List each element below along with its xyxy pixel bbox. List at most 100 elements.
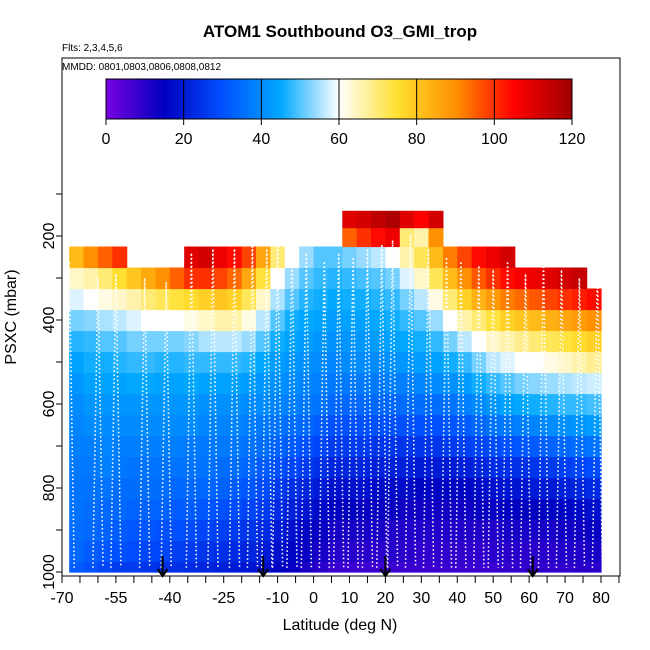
heatmap-cell bbox=[241, 498, 257, 521]
heatmap-cell bbox=[256, 414, 272, 437]
heatmap-cell bbox=[270, 414, 286, 437]
heatmap-cell bbox=[270, 498, 286, 521]
heatmap-cell bbox=[141, 267, 157, 290]
heatmap-cell bbox=[572, 414, 588, 437]
heatmap-cell bbox=[486, 561, 501, 573]
heatmap-cell bbox=[97, 540, 113, 563]
heatmap-cell bbox=[356, 372, 372, 395]
heatmap-cell bbox=[97, 267, 113, 290]
heatmap-cell bbox=[299, 414, 315, 437]
profile-trace bbox=[404, 233, 417, 568]
heatmap-cell bbox=[97, 246, 113, 269]
heatmap-cell bbox=[500, 561, 516, 573]
heatmap-cell bbox=[198, 540, 214, 563]
heatmap-cell bbox=[299, 435, 315, 458]
heatmap-cell bbox=[586, 477, 602, 500]
heatmap-cell bbox=[126, 561, 142, 573]
heatmap-cell bbox=[457, 561, 473, 573]
heatmap-cell bbox=[356, 498, 372, 521]
heatmap-cell bbox=[399, 519, 415, 542]
heatmap-cell bbox=[69, 456, 85, 479]
heatmap-cell bbox=[155, 267, 171, 290]
heatmap-cell bbox=[529, 372, 545, 395]
heatmap-cell bbox=[198, 351, 214, 374]
heatmap-cell bbox=[529, 414, 545, 437]
heatmap-cell bbox=[327, 435, 343, 458]
heatmap-cell bbox=[442, 414, 458, 437]
heatmap-cell bbox=[270, 288, 286, 311]
x-tick-label: -10 bbox=[266, 590, 289, 607]
heatmap-cell bbox=[141, 330, 157, 353]
heatmap-cell bbox=[342, 435, 358, 458]
heatmap-cell bbox=[184, 561, 200, 573]
heatmap-cell bbox=[371, 227, 386, 248]
heatmap-cell bbox=[141, 540, 157, 563]
heatmap-cell bbox=[270, 330, 286, 353]
heatmap-cell bbox=[97, 414, 113, 437]
heatmap-cell bbox=[514, 414, 530, 437]
heatmap-cell bbox=[327, 519, 343, 542]
heatmap-cell bbox=[529, 498, 545, 521]
heatmap-cell bbox=[241, 351, 257, 374]
heatmap-cell bbox=[126, 351, 142, 374]
x-tick-label: 80 bbox=[592, 590, 610, 607]
heatmap-cell bbox=[169, 330, 185, 353]
heatmap-cell bbox=[284, 351, 300, 374]
heatmap-cell bbox=[514, 540, 530, 563]
heatmap-cell bbox=[198, 561, 214, 573]
heatmap-cell bbox=[83, 246, 99, 269]
heatmap-cell bbox=[500, 477, 516, 500]
heatmap-cell bbox=[169, 456, 185, 479]
heatmap-cell bbox=[385, 435, 401, 458]
heatmap-cell bbox=[284, 561, 300, 573]
heatmap-cell bbox=[428, 519, 444, 542]
heatmap-cell bbox=[543, 393, 559, 416]
heatmap-cell bbox=[414, 456, 430, 479]
heatmap-cell bbox=[342, 351, 358, 374]
heatmap-cell bbox=[442, 498, 458, 521]
heatmap-cell bbox=[241, 309, 257, 332]
heatmap-cell bbox=[471, 372, 487, 395]
heatmap-cell bbox=[371, 372, 386, 395]
colorbar-tick-label: 60 bbox=[330, 131, 348, 148]
heatmap-cell bbox=[342, 267, 358, 290]
heatmap-cell bbox=[169, 498, 185, 521]
heatmap-cell bbox=[141, 288, 157, 311]
heatmap-cell bbox=[557, 309, 573, 332]
heatmap-cell bbox=[212, 477, 228, 500]
heatmap-cell bbox=[514, 309, 530, 332]
heatmap-cell bbox=[572, 456, 588, 479]
heatmap-cell bbox=[557, 351, 573, 374]
heatmap-cell bbox=[500, 330, 516, 353]
heatmap-cell bbox=[514, 498, 530, 521]
heatmap-cell bbox=[212, 435, 228, 458]
heatmap-cell bbox=[327, 288, 343, 311]
heatmap-cell bbox=[169, 372, 185, 395]
profile-trace bbox=[573, 277, 586, 568]
heatmap-cell bbox=[69, 351, 85, 374]
heatmap-cell bbox=[284, 435, 300, 458]
heatmap-cell bbox=[284, 393, 300, 416]
heatmap-cell bbox=[97, 309, 113, 332]
heatmap-cell bbox=[457, 372, 473, 395]
heatmap-cell bbox=[141, 456, 157, 479]
heatmap-cell bbox=[184, 246, 200, 269]
heatmap-cell bbox=[126, 498, 142, 521]
profile-trace bbox=[92, 277, 104, 568]
heatmap-cell bbox=[198, 288, 214, 311]
heatmap-cell bbox=[256, 393, 272, 416]
heatmap-cell bbox=[586, 414, 602, 437]
heatmap-cell bbox=[141, 561, 157, 573]
heatmap-cell bbox=[414, 351, 430, 374]
heatmap-cell bbox=[112, 456, 128, 479]
heatmap-cell bbox=[241, 330, 257, 353]
heatmap-cell bbox=[241, 288, 257, 311]
heatmap-cell bbox=[241, 477, 257, 500]
heatmap-cell bbox=[428, 372, 444, 395]
heatmap-cell bbox=[256, 540, 272, 563]
heatmap-cell bbox=[270, 351, 286, 374]
heatmap-cell bbox=[385, 227, 401, 248]
profile-trace bbox=[332, 252, 345, 568]
heatmap-cell bbox=[442, 351, 458, 374]
heatmap-cell bbox=[97, 393, 113, 416]
